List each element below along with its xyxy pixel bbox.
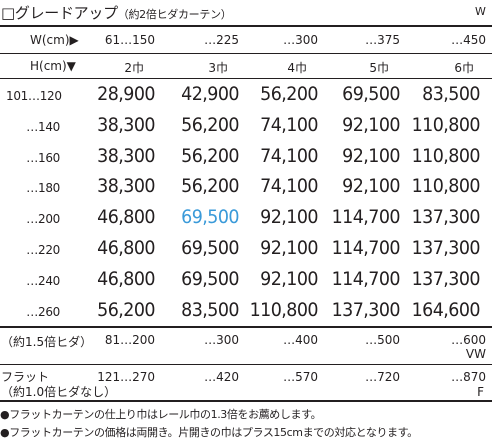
height-range: …240 bbox=[26, 273, 60, 288]
width-range: 61…150 bbox=[104, 33, 155, 47]
pleat15-width: …300 bbox=[204, 333, 239, 347]
pleat15-width: …500 bbox=[365, 333, 400, 347]
price-cell: 56,200 bbox=[97, 298, 155, 321]
flat-width: 121…270 bbox=[97, 370, 155, 384]
flat-unit: F bbox=[477, 385, 484, 399]
width-header-label: W(cm)▶ bbox=[30, 33, 79, 47]
pleat15-unit: VW bbox=[465, 347, 486, 361]
width-range: …225 bbox=[204, 33, 239, 47]
price-cell: 46,800 bbox=[97, 267, 155, 290]
price-cell: 46,800 bbox=[97, 206, 155, 229]
pleat15-width: 81…200 bbox=[104, 333, 155, 347]
height-range: …220 bbox=[26, 242, 60, 257]
flat-width: …570 bbox=[283, 370, 318, 384]
price-cell: 92,100 bbox=[342, 113, 400, 136]
price-cell: 74,100 bbox=[260, 175, 318, 198]
table-bottom-rule bbox=[0, 326, 492, 328]
price-cell: 38,300 bbox=[97, 113, 155, 136]
price-cell: 110,800 bbox=[411, 113, 481, 136]
title-sub: （約2倍ヒダカーテン） bbox=[117, 8, 232, 21]
title-main: □グレードアップ bbox=[1, 4, 118, 22]
flat-width: …720 bbox=[365, 370, 400, 384]
price-cell: 56,200 bbox=[181, 144, 239, 167]
height-range: …160 bbox=[26, 150, 60, 165]
notes-rule bbox=[0, 400, 492, 402]
header-bottom-rule bbox=[0, 78, 492, 79]
pleat15-label: （約1.5倍ヒダ） bbox=[1, 335, 93, 349]
price-cell: 92,100 bbox=[260, 267, 318, 290]
price-table: 101…120 28,900 42,900 56,200 69,500 83,5… bbox=[0, 80, 492, 326]
height-range: …140 bbox=[26, 119, 60, 134]
table-row: …260 56,200 83,500 110,800 137,300 164,6… bbox=[0, 296, 492, 327]
price-cell: 28,900 bbox=[97, 83, 155, 105]
height-range: …180 bbox=[26, 181, 60, 196]
price-cell: 114,700 bbox=[331, 206, 401, 229]
price-cell: 56,200 bbox=[181, 175, 239, 198]
panel-count: 5巾 bbox=[369, 61, 389, 75]
price-cell: 137,300 bbox=[411, 236, 481, 259]
width-range: …375 bbox=[365, 33, 400, 47]
price-cell: 92,100 bbox=[260, 206, 318, 229]
table-row: …180 38,300 56,200 74,100 92,100 110,800 bbox=[0, 172, 492, 203]
price-cell-highlighted: 69,500 bbox=[181, 206, 239, 229]
header-divider bbox=[0, 53, 492, 54]
price-cell: 74,100 bbox=[260, 144, 318, 167]
flat-width: …420 bbox=[204, 370, 239, 384]
panel-count: 3巾 bbox=[208, 61, 228, 75]
panel-count: 4巾 bbox=[287, 61, 307, 75]
price-cell: 110,800 bbox=[249, 298, 319, 321]
price-cell: 92,100 bbox=[342, 175, 400, 198]
price-cell: 83,500 bbox=[181, 298, 239, 321]
price-cell: 137,300 bbox=[411, 267, 481, 290]
price-cell: 38,300 bbox=[97, 144, 155, 167]
table-row: …140 38,300 56,200 74,100 92,100 110,800 bbox=[0, 111, 492, 142]
panel-count: 2巾 bbox=[124, 61, 144, 75]
pleat15-width: …600 bbox=[451, 333, 486, 347]
width-unit-label: W bbox=[475, 5, 486, 18]
table-row: …200 46,800 69,500 92,100 114,700 137,30… bbox=[0, 203, 492, 234]
height-range: …260 bbox=[26, 304, 60, 319]
flat-label: フラット bbox=[1, 370, 50, 384]
height-header-label: H(cm)▼ bbox=[30, 59, 76, 73]
price-cell: 137,300 bbox=[411, 206, 481, 229]
price-cell: 74,100 bbox=[260, 113, 318, 136]
height-range: 101…120 bbox=[6, 89, 62, 103]
price-cell: 92,100 bbox=[260, 236, 318, 259]
height-range: …200 bbox=[26, 212, 60, 227]
table-row: …160 38,300 56,200 74,100 92,100 110,800 bbox=[0, 142, 492, 173]
price-cell: 56,200 bbox=[260, 83, 318, 105]
width-range: …300 bbox=[283, 33, 318, 47]
price-cell: 114,700 bbox=[331, 267, 401, 290]
price-cell: 69,500 bbox=[181, 236, 239, 259]
price-cell: 92,100 bbox=[342, 144, 400, 167]
note-line: ●フラットカーテンの仕上り巾はレール巾の1.3倍をお薦めします。 bbox=[0, 408, 322, 421]
price-cell: 137,300 bbox=[331, 298, 401, 321]
price-cell: 110,800 bbox=[411, 144, 481, 167]
price-cell: 83,500 bbox=[422, 83, 480, 105]
pleat15-width: …400 bbox=[283, 333, 318, 347]
table-row: 101…120 28,900 42,900 56,200 69,500 83,5… bbox=[0, 80, 492, 111]
table-row: …220 46,800 69,500 92,100 114,700 137,30… bbox=[0, 234, 492, 265]
flat-sublabel: （約1.0倍ヒダなし） bbox=[1, 385, 117, 399]
price-cell: 42,900 bbox=[181, 83, 239, 105]
table-row: …240 46,800 69,500 92,100 114,700 137,30… bbox=[0, 265, 492, 296]
price-cell: 164,600 bbox=[411, 298, 481, 321]
price-cell: 69,500 bbox=[181, 267, 239, 290]
note-line: ●フラットカーテンの価格は両開き。片開きの巾はプラス15cmまでの対応となります… bbox=[0, 426, 418, 439]
price-cell: 114,700 bbox=[331, 236, 401, 259]
flat-divider bbox=[0, 364, 492, 365]
price-cell: 56,200 bbox=[181, 113, 239, 136]
price-cell: 46,800 bbox=[97, 236, 155, 259]
width-range: …450 bbox=[451, 33, 486, 47]
price-cell: 38,300 bbox=[97, 175, 155, 198]
section-title: □グレードアップ（約2倍ヒダカーテン） bbox=[1, 2, 232, 23]
price-cell: 110,800 bbox=[411, 175, 481, 198]
panel-count: 6巾 bbox=[454, 61, 474, 75]
price-cell: 69,500 bbox=[342, 83, 400, 105]
top-rule bbox=[0, 25, 492, 27]
flat-width: …870 bbox=[451, 370, 486, 384]
